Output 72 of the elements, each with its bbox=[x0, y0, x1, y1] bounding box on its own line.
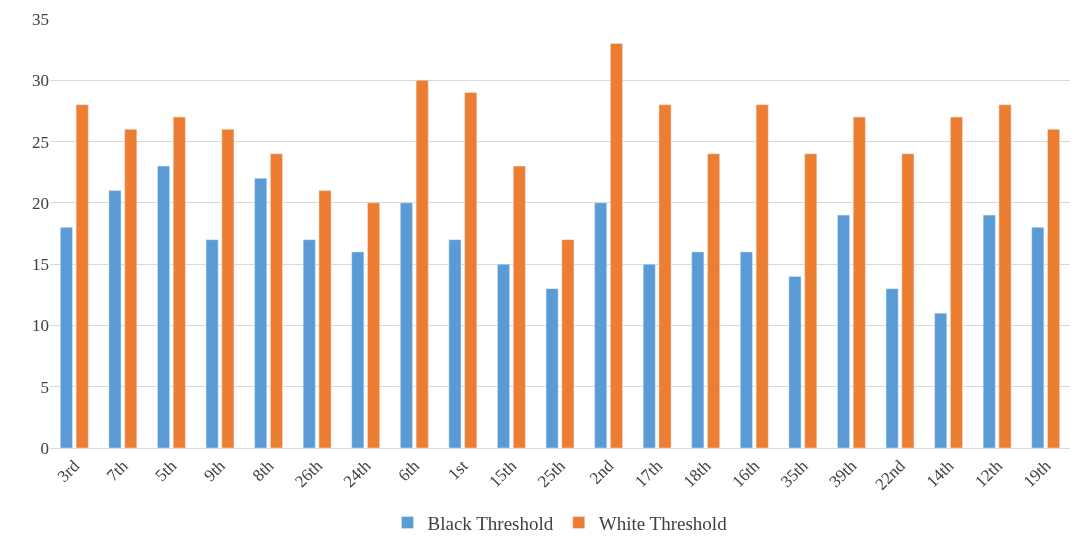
x-tick-label: 25th bbox=[534, 455, 570, 492]
bar bbox=[982, 214, 996, 448]
x-tick-label: 26th bbox=[291, 455, 327, 492]
y-tick-label: 5 bbox=[40, 377, 49, 397]
x-tick-label: 5th bbox=[151, 455, 181, 486]
bar bbox=[545, 288, 559, 448]
y-tick-label: 20 bbox=[32, 193, 49, 213]
x-tick-label: 17th bbox=[631, 455, 667, 492]
x-tick-label: 9th bbox=[200, 455, 230, 486]
y-tick-label: 0 bbox=[40, 438, 49, 458]
y-tick-label: 35 bbox=[32, 9, 49, 29]
x-tick-label: 12th bbox=[971, 455, 1007, 492]
bar bbox=[254, 178, 267, 448]
bar bbox=[221, 129, 235, 448]
x-tick-label: 16th bbox=[728, 455, 764, 492]
x-tick-label: 2nd bbox=[585, 455, 618, 488]
bar bbox=[513, 165, 526, 448]
bar bbox=[205, 239, 219, 448]
legend-label: White Threshold bbox=[598, 513, 728, 535]
bar bbox=[837, 214, 850, 448]
bar bbox=[351, 251, 365, 448]
x-tick-label: 14th bbox=[922, 455, 958, 492]
bar bbox=[658, 104, 672, 448]
bar bbox=[464, 92, 478, 448]
bar bbox=[415, 80, 429, 448]
x-tick-label: 6th bbox=[394, 455, 424, 486]
x-tick-label: 24th bbox=[339, 455, 375, 492]
bar bbox=[610, 43, 623, 448]
bar bbox=[885, 288, 899, 448]
bar bbox=[497, 263, 510, 448]
bar bbox=[950, 116, 963, 448]
bar bbox=[302, 239, 316, 448]
y-tick-label: 10 bbox=[32, 316, 49, 336]
bar bbox=[367, 202, 380, 448]
x-tick-label: 35th bbox=[776, 455, 813, 492]
y-tick-label: 30 bbox=[32, 71, 49, 91]
bar bbox=[1031, 227, 1045, 448]
bar bbox=[998, 104, 1012, 448]
bar bbox=[707, 153, 720, 448]
bar bbox=[124, 129, 138, 448]
x-tick-label: 7th bbox=[102, 455, 133, 486]
x-tick-label: 19th bbox=[1019, 455, 1055, 492]
y-tick-label: 15 bbox=[32, 255, 49, 275]
x-tick-label: 18th bbox=[679, 455, 715, 492]
y-tick-label: 25 bbox=[32, 132, 49, 152]
bar bbox=[448, 239, 462, 448]
bar bbox=[270, 153, 283, 448]
bar bbox=[561, 239, 575, 448]
bar bbox=[755, 104, 769, 448]
x-tick-label: 8th bbox=[248, 455, 278, 486]
bar bbox=[901, 153, 915, 448]
x-tick-label: 3rd bbox=[53, 455, 84, 486]
x-tick-label: 15th bbox=[485, 455, 521, 492]
bar bbox=[691, 251, 705, 448]
bar bbox=[853, 116, 866, 448]
bar bbox=[804, 153, 818, 448]
x-tick-label: 1st bbox=[444, 456, 472, 484]
bar bbox=[788, 276, 802, 448]
bar bbox=[60, 227, 73, 448]
bar bbox=[108, 190, 122, 448]
bar bbox=[934, 312, 947, 448]
bar bbox=[173, 116, 186, 448]
x-tick-label: 39th bbox=[825, 455, 861, 492]
bar bbox=[1047, 129, 1060, 448]
legend-label: Black Threshold bbox=[427, 513, 554, 535]
bar bbox=[642, 263, 656, 448]
bar bbox=[75, 104, 89, 448]
bar bbox=[400, 202, 413, 448]
bar bbox=[157, 165, 170, 448]
bar bbox=[740, 251, 753, 448]
bar bbox=[594, 202, 607, 448]
bar bbox=[318, 190, 332, 448]
